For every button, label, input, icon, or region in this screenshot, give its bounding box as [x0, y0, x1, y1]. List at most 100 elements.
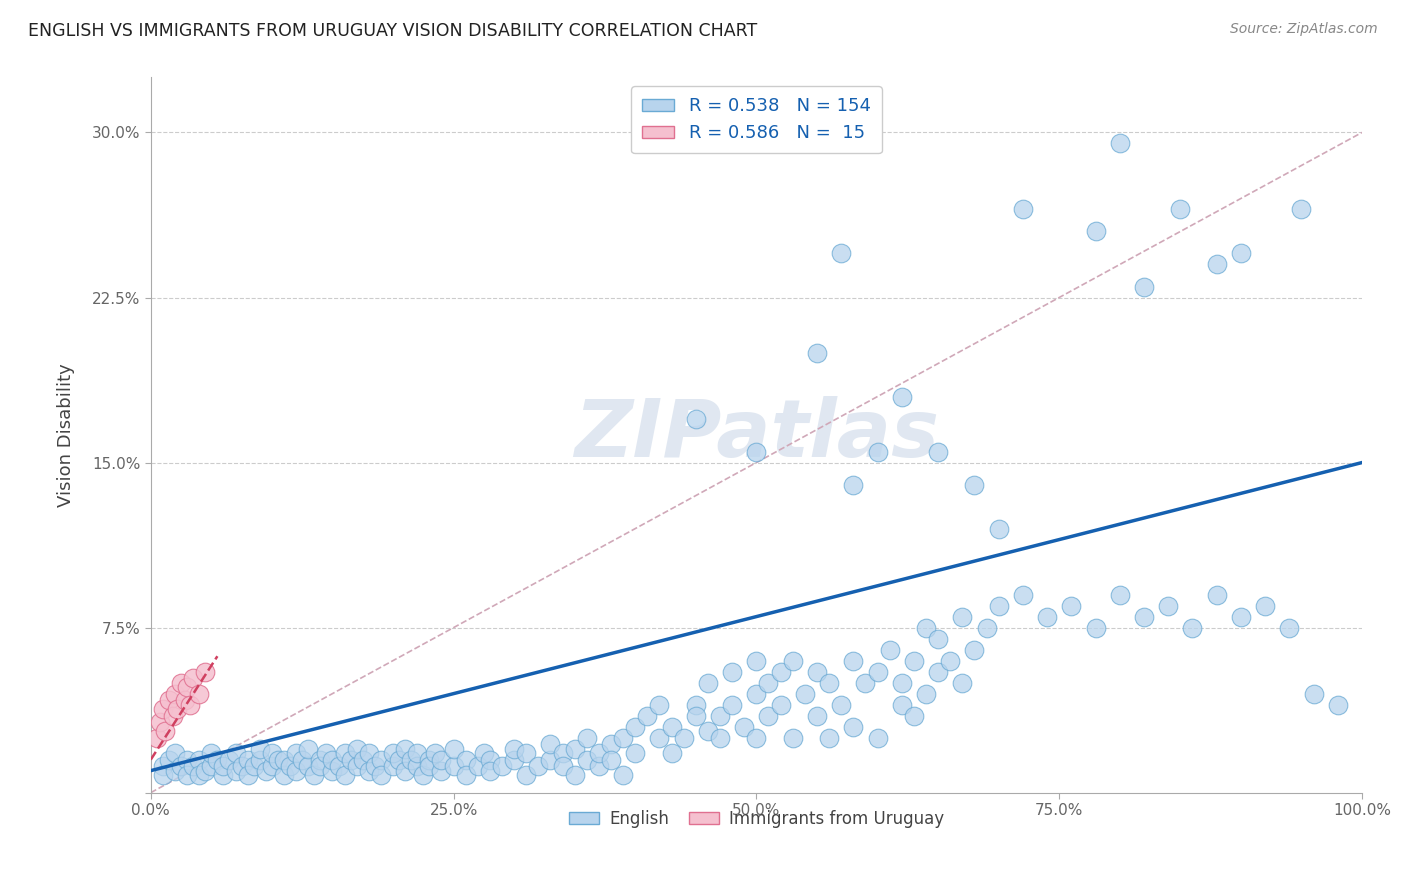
Point	[540, 753, 562, 767]
Point	[515, 768, 537, 782]
Point	[963, 477, 986, 491]
Point	[200, 759, 222, 773]
Point	[709, 708, 731, 723]
Point	[769, 698, 792, 712]
Point	[176, 768, 198, 782]
Point	[260, 759, 283, 773]
Point	[600, 737, 623, 751]
Point	[745, 731, 768, 745]
Point	[236, 768, 259, 782]
Point	[782, 731, 804, 745]
Point	[297, 759, 319, 773]
Point	[382, 746, 405, 760]
Point	[1011, 588, 1033, 602]
Point	[394, 741, 416, 756]
Point	[152, 702, 174, 716]
Point	[830, 698, 852, 712]
Point	[515, 746, 537, 760]
Point	[648, 731, 671, 745]
Point	[454, 753, 477, 767]
Text: Source: ZipAtlas.com: Source: ZipAtlas.com	[1230, 22, 1378, 37]
Point	[212, 759, 235, 773]
Point	[890, 390, 912, 404]
Point	[745, 687, 768, 701]
Point	[285, 746, 308, 760]
Point	[430, 753, 453, 767]
Point	[149, 715, 172, 730]
Point	[588, 759, 610, 773]
Point	[231, 759, 253, 773]
Point	[830, 246, 852, 260]
Point	[963, 642, 986, 657]
Point	[551, 759, 574, 773]
Point	[1230, 609, 1253, 624]
Point	[364, 759, 387, 773]
Point	[260, 746, 283, 760]
Point	[443, 759, 465, 773]
Point	[1291, 202, 1313, 217]
Point	[273, 768, 295, 782]
Point	[890, 675, 912, 690]
Point	[1108, 136, 1130, 151]
Point	[207, 753, 229, 767]
Point	[709, 731, 731, 745]
Point	[853, 675, 876, 690]
Point	[472, 746, 495, 760]
Point	[236, 753, 259, 767]
Point	[927, 665, 949, 679]
Point	[1011, 202, 1033, 217]
Point	[1278, 621, 1301, 635]
Point	[328, 759, 350, 773]
Point	[903, 654, 925, 668]
Point	[1157, 599, 1180, 613]
Point	[793, 687, 815, 701]
Point	[915, 621, 938, 635]
Point	[152, 768, 174, 782]
Point	[315, 746, 337, 760]
Point	[388, 753, 411, 767]
Point	[575, 753, 598, 767]
Point	[624, 746, 647, 760]
Point	[661, 746, 683, 760]
Point	[394, 764, 416, 778]
Point	[267, 753, 290, 767]
Point	[575, 731, 598, 745]
Point	[297, 741, 319, 756]
Point	[987, 522, 1010, 536]
Point	[697, 724, 720, 739]
Point	[357, 746, 380, 760]
Point	[927, 444, 949, 458]
Point	[987, 599, 1010, 613]
Point	[242, 759, 264, 773]
Point	[1230, 246, 1253, 260]
Point	[179, 698, 201, 712]
Point	[806, 708, 828, 723]
Point	[721, 665, 744, 679]
Point	[467, 759, 489, 773]
Point	[478, 753, 501, 767]
Point	[540, 737, 562, 751]
Legend: English, Immigrants from Uruguay: English, Immigrants from Uruguay	[562, 803, 950, 834]
Point	[745, 654, 768, 668]
Point	[170, 759, 193, 773]
Point	[212, 768, 235, 782]
Point	[188, 768, 211, 782]
Point	[321, 764, 343, 778]
Point	[163, 687, 186, 701]
Point	[146, 731, 169, 745]
Point	[1108, 588, 1130, 602]
Point	[425, 746, 447, 760]
Point	[346, 759, 368, 773]
Point	[950, 675, 973, 690]
Point	[600, 753, 623, 767]
Point	[176, 680, 198, 694]
Point	[1326, 698, 1348, 712]
Point	[915, 687, 938, 701]
Point	[454, 768, 477, 782]
Point	[194, 764, 217, 778]
Point	[357, 764, 380, 778]
Point	[1060, 599, 1083, 613]
Point	[285, 764, 308, 778]
Point	[170, 675, 193, 690]
Point	[1205, 258, 1227, 272]
